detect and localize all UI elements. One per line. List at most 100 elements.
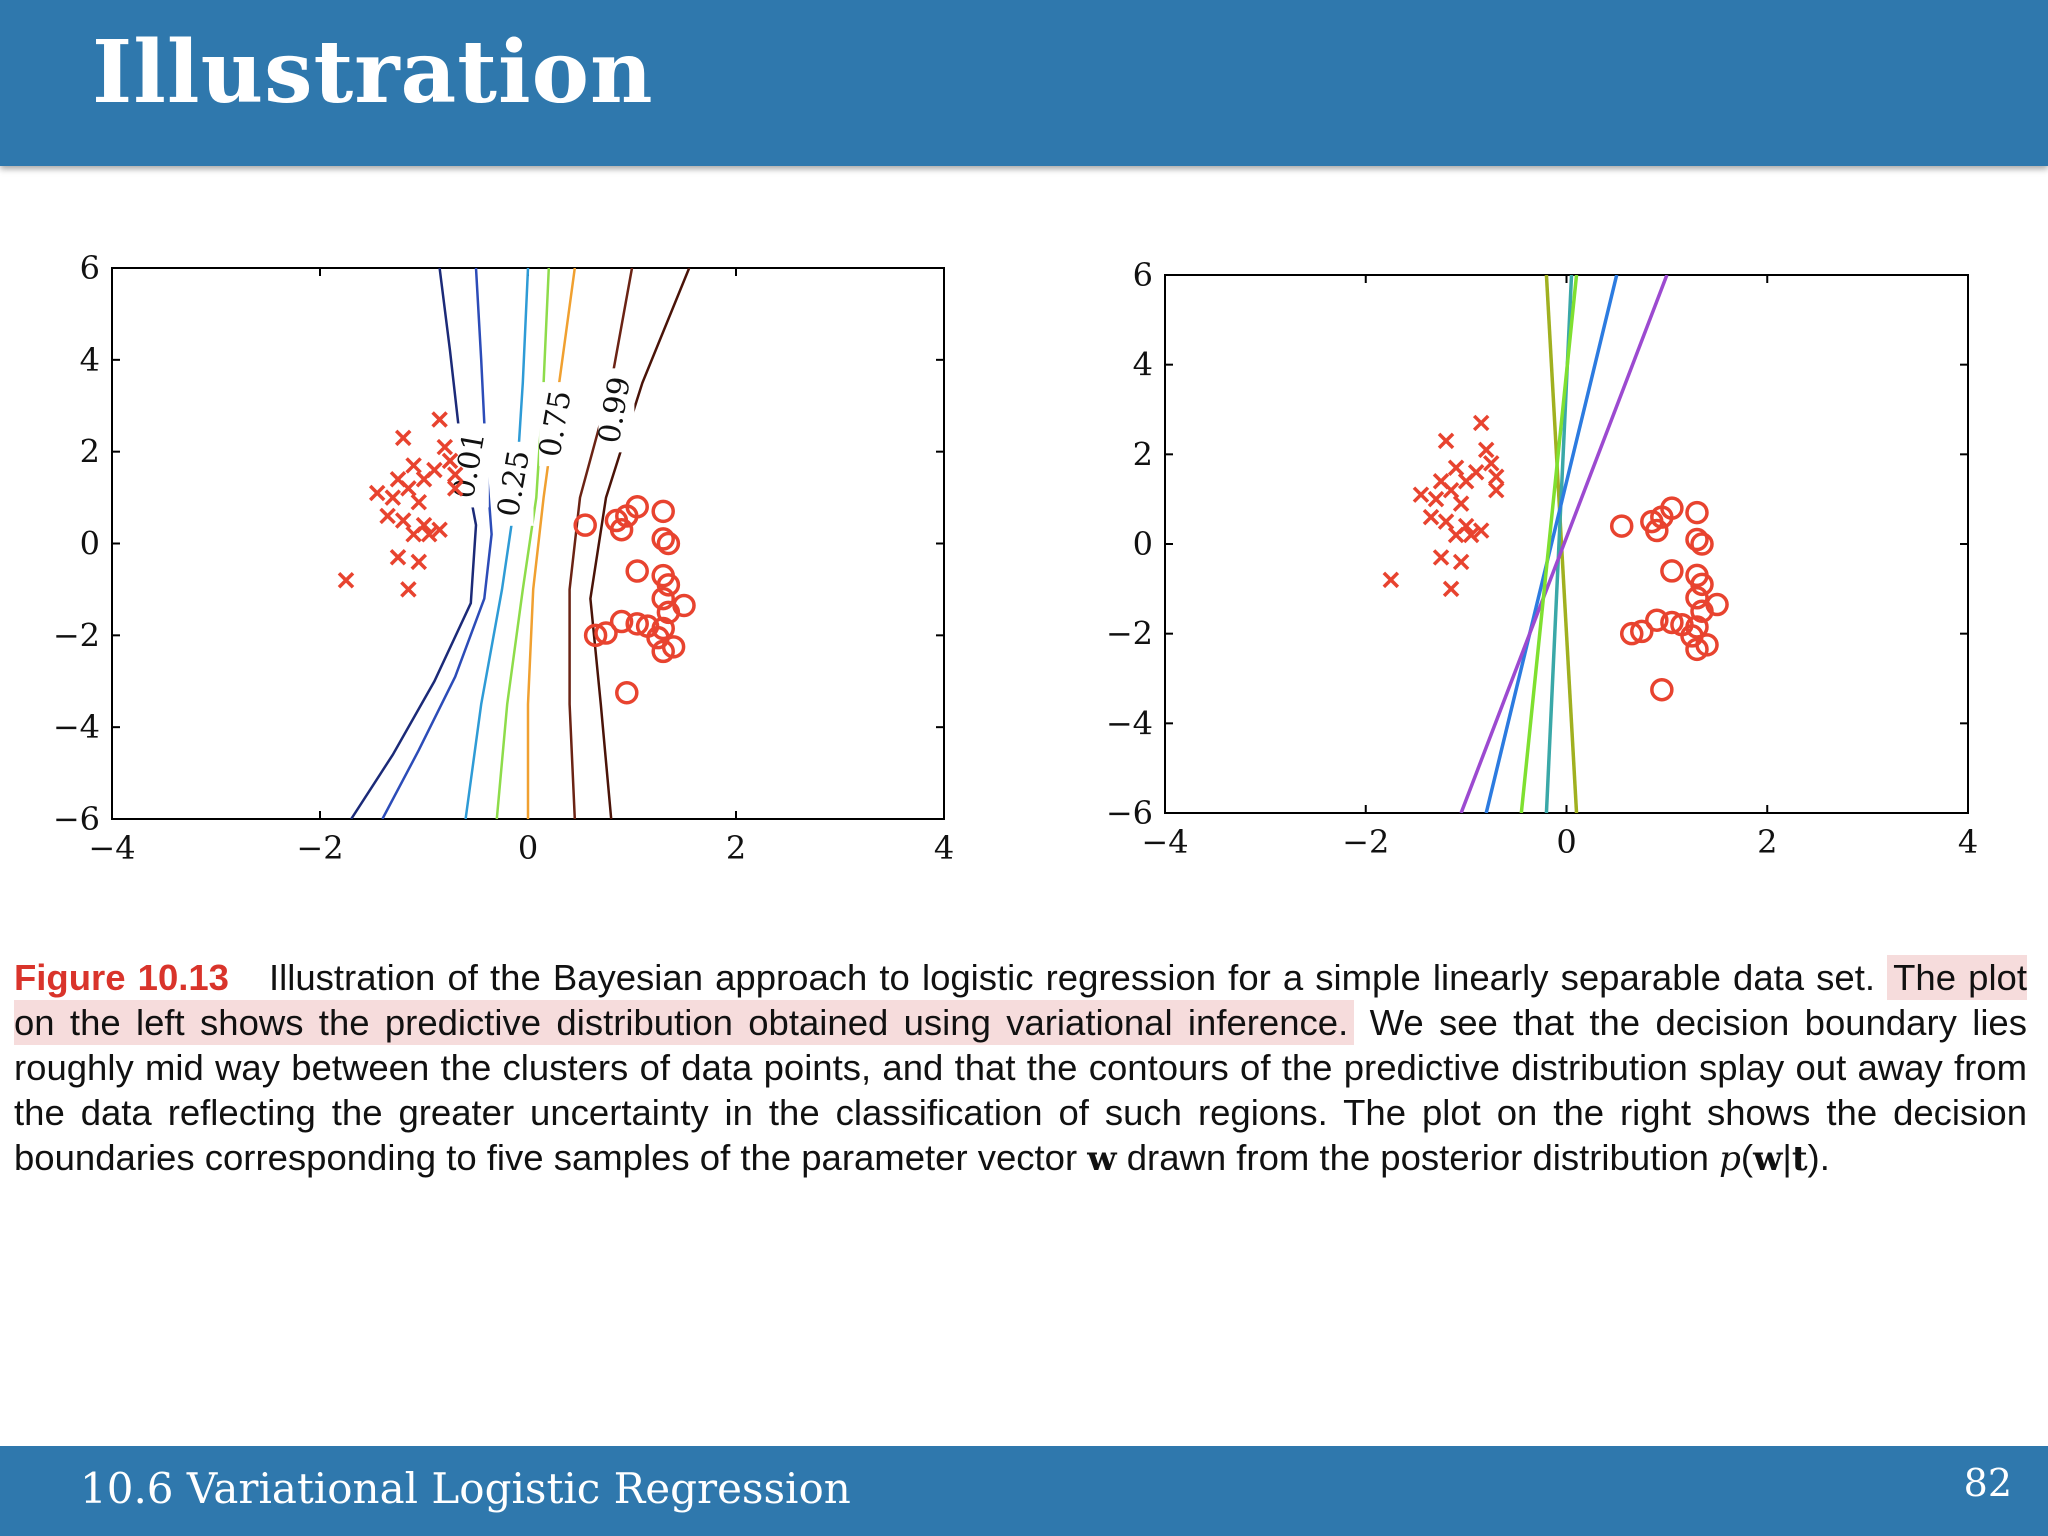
data-point-circle (1685, 500, 1709, 525)
contour-line (350, 268, 478, 819)
data-point-cross (1442, 580, 1460, 598)
data-point-cross (420, 526, 438, 543)
contour-line (464, 268, 530, 819)
footer-section-title: 10.6 Variational Logistic Regression (80, 1464, 851, 1513)
data-point-cross (1447, 526, 1465, 544)
data-point-circle (609, 517, 634, 542)
data-point-cross (400, 581, 417, 598)
data-point-cross (1432, 549, 1450, 566)
data-point-circle (1660, 610, 1684, 635)
data-point-cross (1447, 459, 1465, 477)
y-tick-label: 2 (1133, 435, 1153, 473)
contour-line (495, 268, 551, 819)
data-point-circle (625, 495, 649, 519)
y-tick-label: 6 (1133, 256, 1153, 294)
data-point-cross (431, 411, 448, 428)
data-point-cross (1437, 432, 1455, 450)
data-point-circle (1619, 621, 1644, 646)
data-point-circle (651, 639, 675, 664)
data-point-cross (1442, 481, 1460, 499)
data-point-circle (625, 612, 649, 636)
data-point-circle (1660, 496, 1684, 520)
data-point-circle (573, 513, 597, 537)
caption-posterior-bar: | (1782, 1137, 1792, 1178)
contour-label-bg (539, 382, 576, 467)
data-point-cross (400, 480, 417, 497)
data-point-circle (656, 573, 681, 597)
contour-line (589, 268, 691, 819)
caption-posterior-w: w (1753, 1139, 1783, 1179)
data-point-cross (436, 438, 454, 456)
caption-text-2: We see that the decision boundary lies r… (14, 1002, 2027, 1178)
data-point-cross (379, 507, 396, 525)
data-point-circle (1690, 532, 1714, 556)
y-tick-label: 6 (80, 249, 100, 287)
data-point-circle (615, 680, 639, 705)
data-point-circle (651, 527, 675, 551)
data-point-cross (1488, 468, 1505, 485)
data-point-cross (1452, 495, 1470, 512)
data-point-cross (405, 457, 422, 474)
data-point-circle (609, 609, 634, 634)
x-tick-label: −2 (296, 829, 343, 867)
data-point-circle (651, 586, 675, 611)
caption-text-1: Illustration of the Bayesian approach to… (268, 957, 1876, 998)
data-point-cross (1462, 526, 1480, 544)
x-tick-label: 2 (726, 829, 746, 867)
data-point-circle (594, 621, 618, 645)
y-tick-label: 2 (80, 433, 100, 471)
x-tick-label: −4 (88, 829, 135, 867)
y-tick-label: −2 (1106, 615, 1153, 653)
caption-posterior-open: ( (1740, 1137, 1754, 1178)
data-point-circle (1660, 559, 1684, 583)
decision-boundary-sample (1484, 275, 1619, 813)
data-point-cross (446, 480, 464, 497)
data-point-cross (394, 512, 412, 529)
data-point-cross (410, 493, 428, 511)
data-point-circle (656, 531, 681, 556)
y-tick-label: −6 (53, 800, 100, 838)
data-point-circle (656, 600, 681, 625)
data-point-cross (1472, 522, 1490, 539)
data-point-cross (1477, 441, 1495, 459)
data-point-cross (1488, 481, 1505, 499)
data-point-cross (446, 466, 464, 483)
x-tick-label: −2 (1342, 823, 1389, 861)
data-point-cross (441, 452, 459, 470)
data-point-cross (368, 484, 386, 502)
data-point-circle (1645, 518, 1669, 543)
data-point-cross (384, 489, 402, 506)
data-point-cross (394, 429, 412, 447)
caption-posterior-close: ). (1807, 1137, 1830, 1178)
y-tick-label: 4 (80, 341, 100, 379)
caption-posterior-p: p (1719, 1139, 1741, 1179)
data-point-cross (1412, 486, 1430, 503)
data-point-circle (1685, 637, 1709, 662)
y-tick-label: −6 (1106, 794, 1153, 832)
figure-label: Figure 10.13 (14, 957, 229, 998)
caption-text-3: drawn from the posterior distribution (1126, 1137, 1709, 1178)
caption-vector-w: w (1087, 1139, 1117, 1179)
data-point-circle (1630, 619, 1654, 644)
contour-label-bg (497, 441, 534, 526)
data-point-circle (1690, 572, 1714, 597)
decision-boundary-sample (1519, 275, 1579, 813)
data-point-circle (1609, 514, 1634, 538)
data-point-cross (1427, 490, 1445, 508)
contour-line (381, 268, 493, 819)
data-point-circle (625, 559, 649, 583)
decision-boundary-sample (1459, 275, 1669, 813)
data-point-circle (1685, 527, 1709, 552)
data-point-cross (1437, 513, 1455, 530)
data-point-circle (1645, 608, 1669, 632)
contour-label-bg (598, 368, 635, 453)
y-tick-label: −2 (53, 616, 100, 654)
data-point-circle (1685, 586, 1709, 610)
data-point-cross (337, 571, 355, 589)
y-tick-label: −4 (53, 708, 100, 746)
y-tick-label: 0 (80, 525, 100, 563)
data-point-cross (1482, 455, 1500, 472)
data-point-cross (1452, 553, 1470, 571)
